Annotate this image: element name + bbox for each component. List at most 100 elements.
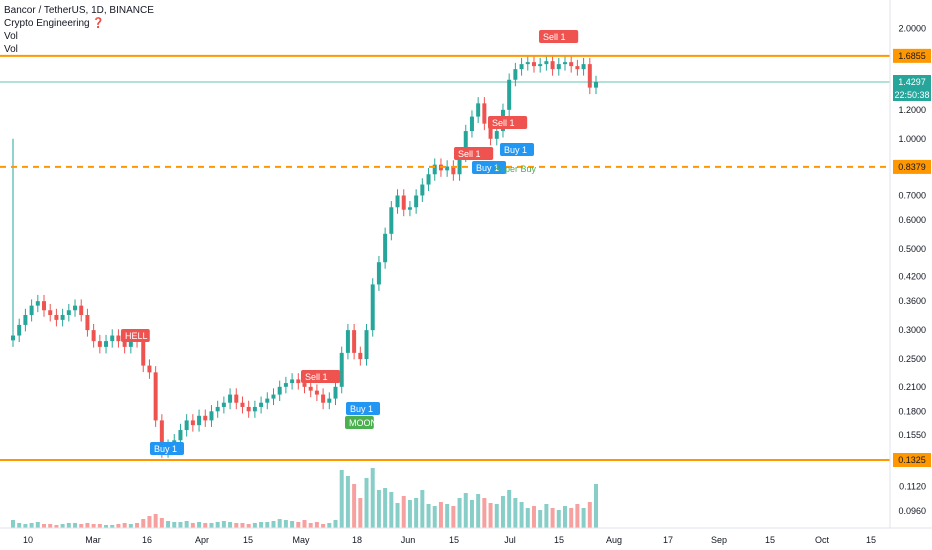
candle-body: [277, 386, 282, 395]
candle-body: [432, 164, 437, 175]
candle-body: [339, 352, 344, 387]
volume-bar: [42, 524, 47, 528]
y-tick-label: 0.5000: [898, 244, 926, 254]
volume-bar: [172, 522, 177, 528]
countdown-text: 22:50:38: [894, 90, 929, 100]
volume-bar: [414, 498, 419, 528]
candle-body: [581, 64, 586, 70]
volume-bar: [197, 522, 202, 528]
candle-body: [97, 341, 102, 347]
candle-body: [531, 62, 536, 67]
buy-signal-tag: [346, 402, 380, 415]
x-tick-label: Sep: [711, 535, 727, 545]
candle-body: [507, 79, 512, 110]
candle-body: [296, 379, 301, 384]
volume-indicator-1[interactable]: Vol: [4, 31, 18, 42]
candle-body: [290, 379, 295, 384]
candle-body: [352, 330, 357, 353]
candle-body: [66, 310, 71, 315]
candle-body: [308, 386, 313, 391]
candle-body: [215, 406, 220, 412]
volume-bar: [538, 510, 543, 528]
volume-bar: [17, 523, 22, 528]
y-tick-label: 0.6000: [898, 215, 926, 225]
volume-bar: [581, 508, 586, 528]
candle-body: [494, 131, 499, 139]
candle-body: [159, 420, 164, 452]
volume-bar: [110, 525, 115, 528]
candle-body: [48, 310, 53, 315]
candle-body: [519, 64, 524, 70]
volume-bar: [29, 523, 34, 528]
volume-bar: [594, 484, 598, 528]
candle-body: [265, 398, 270, 403]
y-tick-label: 0.3000: [898, 325, 926, 335]
volume-bar: [457, 498, 462, 528]
level-price-tag: [893, 453, 931, 467]
candle-body: [190, 420, 195, 426]
time-axis[interactable]: 10 Mar 16 Apr 15 May 18 Jun 15 Jul 15 Aug 17 Sep 15 Oct…: [0, 527, 932, 550]
volume-bar: [265, 522, 270, 528]
volume-bar: [85, 523, 90, 528]
volume-bar: [345, 476, 350, 528]
candle-body: [209, 411, 214, 421]
moon-signal-text: MOON: [349, 418, 377, 428]
y-tick-label: 0.2100: [898, 382, 926, 392]
volume-bar: [54, 525, 59, 528]
volume-bar: [383, 488, 388, 528]
candle-body: [221, 402, 226, 407]
level-price-text: 1.6855: [898, 51, 926, 61]
sell-signal-tag: [539, 30, 579, 43]
y-tick-label: 1.0000: [898, 134, 926, 144]
super-buy-label: Super Buy: [494, 164, 537, 174]
candle-body: [259, 402, 264, 407]
candle-body: [203, 415, 208, 421]
sell-signal-text: Sell 1: [543, 32, 566, 42]
buy-signal-text: Buy 1: [154, 444, 177, 454]
volume-bar: [246, 524, 251, 528]
volume-bar: [451, 506, 456, 528]
x-tick-label: 16: [142, 535, 152, 545]
symbol-title[interactable]: Bancor / TetherUS, 1D, BINANCE: [4, 5, 154, 16]
volume-bar: [184, 521, 189, 528]
candle-body: [302, 383, 307, 387]
candle-body: [587, 64, 592, 88]
sell-signal-text: Sell 1: [492, 118, 515, 128]
volume-bar: [531, 506, 536, 528]
buy-signal-text: Buy 1: [350, 404, 373, 414]
indicator-label[interactable]: Crypto Engineering ❓: [4, 18, 105, 29]
candle-body: [550, 61, 555, 70]
volume-bar: [438, 502, 443, 528]
current-price-text: 1.4297: [898, 77, 926, 87]
volume-bar: [240, 523, 245, 528]
y-tick-label: 0.4200: [898, 272, 926, 282]
candle-body: [271, 394, 276, 399]
volume-bar: [252, 523, 257, 528]
volume-bar: [259, 522, 264, 528]
sell-signal-text: Sell 1: [305, 372, 328, 382]
candle-body: [153, 372, 158, 421]
sell-signal-tag: [121, 329, 150, 342]
sell-signal-tag: [301, 370, 341, 383]
volume-bar: [445, 504, 450, 528]
volume-bar: [203, 523, 208, 528]
volume-bar: [91, 524, 96, 528]
volume-bar: [519, 502, 524, 528]
volume-bar: [395, 503, 400, 528]
volume-bar: [482, 498, 487, 528]
x-tick-label: 15: [449, 535, 459, 545]
candle-body: [401, 195, 406, 210]
candle-body: [184, 420, 189, 431]
volume-bar: [116, 524, 121, 528]
candle-body: [327, 398, 332, 403]
volume-bar: [302, 520, 307, 528]
candle-body: [562, 62, 567, 65]
volume-bar: [550, 508, 555, 528]
candle-body: [414, 195, 419, 208]
x-tick-label: Oct: [815, 535, 830, 545]
volume-bar: [321, 524, 326, 528]
candle-body: [445, 166, 450, 171]
volume-indicator-2[interactable]: Vol: [4, 44, 18, 55]
candle-body: [85, 314, 90, 331]
